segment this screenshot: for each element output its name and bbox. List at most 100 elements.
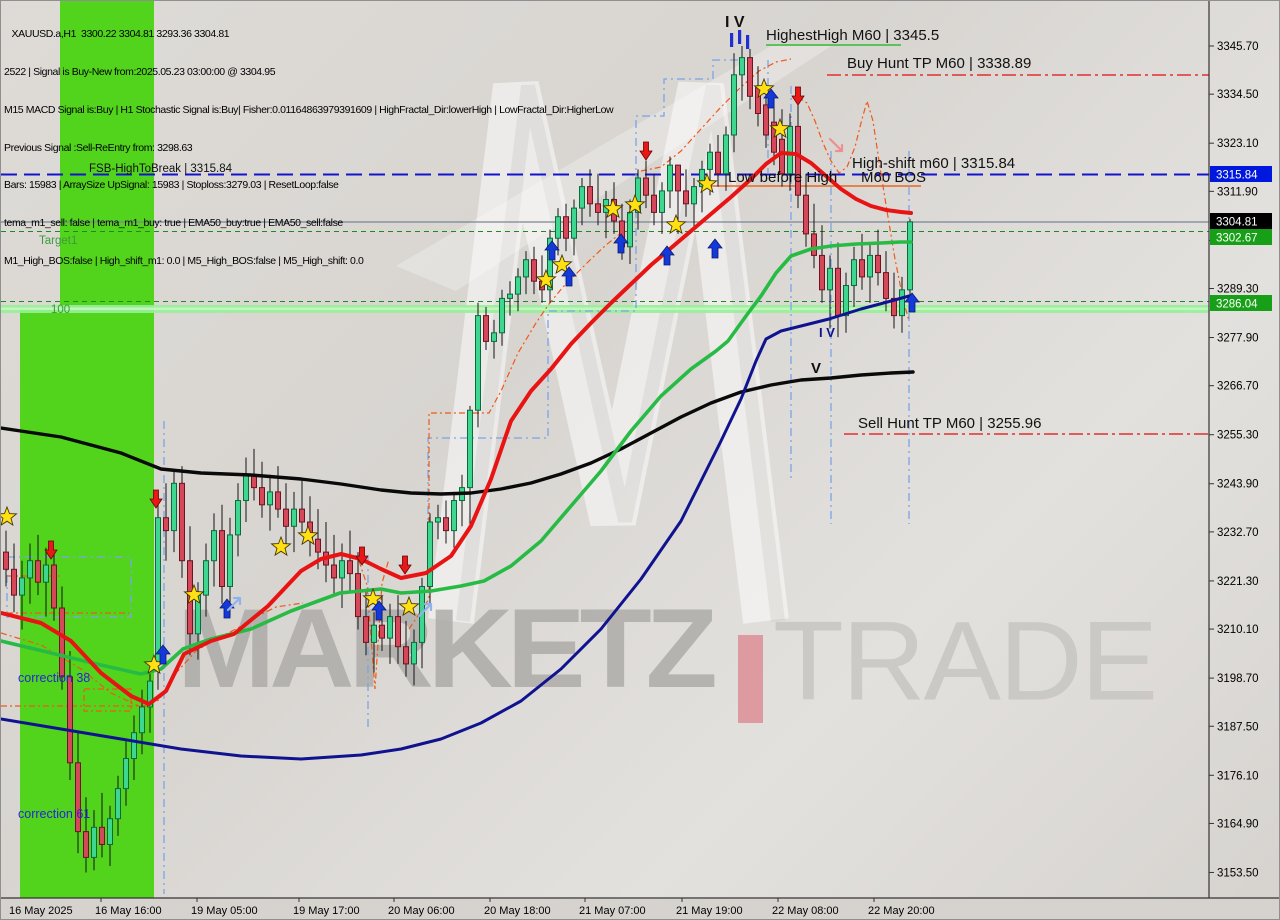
candle-bear	[675, 164, 681, 192]
candle-bull	[43, 564, 49, 583]
info-line-bos: M1_High_BOS:false | High_shift_m1: 0.0 |…	[4, 254, 364, 267]
buy-arrow-icon	[763, 88, 779, 109]
annotation-text: Buy Hunt TP M60 | 3338.89	[847, 55, 1031, 72]
sell-arrow-icon	[44, 540, 58, 560]
candle-bull	[707, 151, 713, 170]
price-tick-label: 3334.50	[1217, 89, 1259, 101]
price-tag-label: 3302.67	[1216, 233, 1258, 245]
blue-bar-mark-icon	[730, 33, 734, 47]
brand-watermark: MARKETZ TRADE	[177, 587, 1158, 724]
candle-bull	[155, 517, 161, 665]
price-tag-label: 3304.81	[1216, 217, 1258, 229]
candle-bull	[203, 560, 209, 596]
candle-bear	[83, 831, 89, 858]
candle-bear	[355, 573, 361, 618]
buy-arrow-icon	[659, 245, 675, 266]
candle-bear	[763, 104, 769, 136]
candle-bull	[387, 616, 393, 639]
candle-bull	[699, 168, 705, 188]
star-signal-icon	[297, 524, 319, 546]
candle-bull	[107, 818, 113, 846]
envelope-orange-5	[358, 558, 390, 690]
candle-bear	[803, 194, 809, 235]
candle-bear	[643, 177, 649, 196]
candle-bear	[715, 151, 721, 175]
buy-arrow-icon	[613, 233, 629, 254]
candle-bear	[651, 194, 657, 213]
price-tick-label: 3153.50	[1217, 867, 1259, 879]
candle-bear	[283, 508, 289, 527]
price-tick-label: 3255.30	[1217, 430, 1259, 442]
time-tick-label: 20 May 06:00	[388, 905, 455, 917]
star-signal-icon	[602, 197, 624, 219]
annotation-text: Target1	[39, 235, 77, 247]
price-tick-label: 3277.90	[1217, 333, 1259, 345]
candle-bear	[563, 216, 569, 239]
price-tick-label: 3266.70	[1217, 381, 1259, 393]
price-tick-label: 3243.90	[1217, 479, 1259, 491]
candle-bear	[859, 259, 865, 278]
candle-bear	[259, 487, 265, 506]
price-axis[interactable]: 3345.703334.503323.103311.903300.503289.…	[1208, 1, 1272, 898]
candles	[3, 46, 913, 873]
candle-bull	[27, 560, 33, 579]
candle-bull	[115, 788, 121, 820]
candle-bear	[379, 624, 385, 639]
candle-bull	[435, 517, 441, 523]
candle-bull	[667, 164, 673, 192]
candle-bull	[475, 315, 481, 411]
candle-bear	[11, 568, 17, 596]
annotation-text: I V	[819, 325, 835, 340]
candle-bear	[595, 203, 601, 213]
candle-bull	[267, 491, 273, 506]
time-axis[interactable]: 16 May 2025 16 May 16:00 19 May 05:00 19 Ma…	[1, 897, 1280, 920]
blue-bar-mark-icon	[738, 30, 742, 44]
candle-bull	[427, 521, 433, 588]
candle-bear	[883, 272, 889, 299]
time-tick-label: 22 May 08:00	[772, 905, 839, 917]
candle-bull	[507, 293, 513, 299]
buy-arrow-icon	[155, 644, 171, 665]
price-tick-label: 3176.10	[1217, 770, 1259, 782]
time-tick-label: 16 May 16:00	[95, 905, 162, 917]
envelope-orange-2	[83, 688, 132, 712]
candle-bull	[523, 259, 529, 278]
annotation-text: HighestHigh M60 | 3345.5	[766, 27, 939, 44]
sell-arrow-icon	[149, 489, 163, 509]
blue-bar-mark-icon	[746, 35, 750, 49]
price-tick-label: 3232.70	[1217, 527, 1259, 539]
candle-bull	[867, 254, 873, 278]
time-tick-label: 20 May 18:00	[484, 905, 551, 917]
green-zone-lower	[20, 309, 154, 898]
candle-bear	[179, 482, 185, 562]
left-box	[6, 556, 132, 618]
info-line-signal: 2522 | Signal is Buy-New from:2025.05.23…	[4, 65, 276, 78]
candle-bull	[131, 732, 137, 760]
time-tick-label: 22 May 20:00	[868, 905, 935, 917]
candle-bear	[3, 551, 9, 570]
candle-bear	[819, 254, 825, 291]
annotation-text: Sell Hunt TP M60 | 3255.96	[858, 415, 1041, 432]
ma-red-line	[1, 151, 913, 706]
candle-bear	[795, 125, 801, 196]
time-tick-label: 21 May 19:00	[676, 905, 743, 917]
star-signal-icon	[753, 77, 775, 99]
buy-arrow-icon	[561, 266, 577, 287]
candle-bull	[627, 211, 633, 248]
candle-bull	[491, 332, 497, 342]
annotation-text: M60 BOS	[861, 169, 926, 186]
annotation-text: High-shift m60 | 3315.84	[852, 155, 1015, 172]
star-signal-icon	[183, 583, 205, 605]
candle-bull	[499, 297, 505, 334]
candle-bear	[59, 607, 65, 678]
background-decor	[396, 46, 831, 624]
time-axis-bg	[1, 899, 1279, 919]
candle-bear	[403, 646, 409, 665]
candle-bull	[235, 500, 241, 536]
price-tick-label: 3187.50	[1217, 721, 1259, 733]
candle-bear	[891, 297, 897, 317]
candle-bull	[723, 134, 729, 175]
info-line-tema: tema_m1_sell: false | tema_m1_buy: true …	[4, 217, 343, 230]
